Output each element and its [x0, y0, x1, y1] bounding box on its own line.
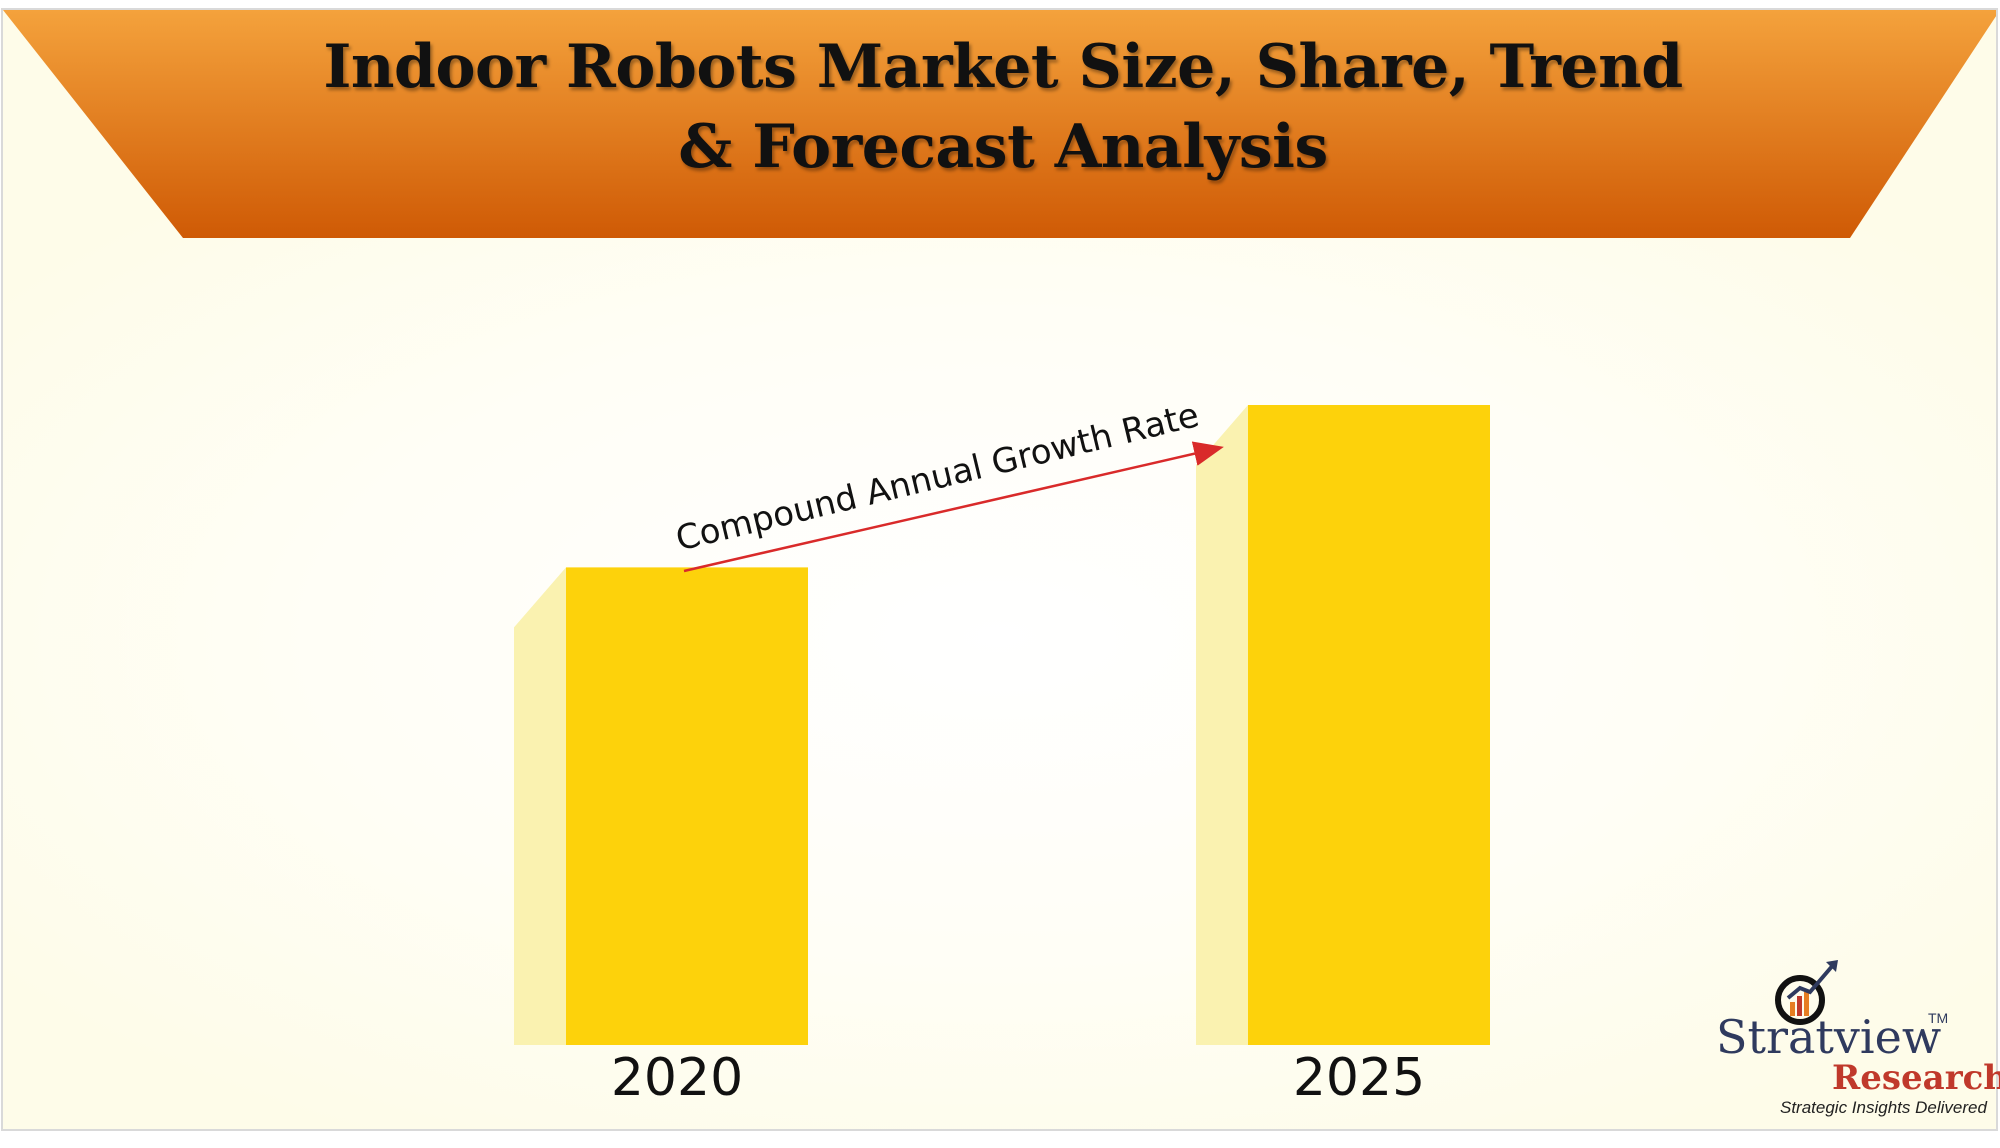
- title-banner: [3, 10, 1996, 238]
- slide: Indoor Robots Market Size, Share, Trend …: [1, 8, 1998, 1131]
- bars-group: [514, 405, 1490, 1045]
- page-title-line-2: & Forecast Analysis: [678, 112, 1328, 182]
- bar-side-2025: [1196, 405, 1248, 1045]
- bar-2020: [566, 567, 808, 1045]
- x-axis-ticks: 2020 2025: [611, 1048, 1425, 1108]
- bar-side-2020: [514, 567, 566, 1045]
- logo-sub: Research: [1832, 1058, 2000, 1098]
- x-tick-label-2020: 2020: [611, 1048, 743, 1108]
- page-title-line-1: Indoor Robots Market Size, Share, Trend: [323, 32, 1683, 102]
- logo-trademark: TM: [1928, 1010, 1949, 1026]
- cagr-label: Compound Annual Growth Rate: [672, 395, 1203, 559]
- logo-tagline: Strategic Insights Delivered: [1780, 1098, 1987, 1117]
- x-tick-label-2025: 2025: [1293, 1048, 1425, 1108]
- cagr-arrow: [683, 441, 1224, 573]
- magnifier-chart-icon: [1775, 960, 1838, 1025]
- bar-2025: [1248, 405, 1490, 1045]
- logo-wordmark: Stratview: [1716, 1010, 1942, 1064]
- stratview-logo: Stratview TM Research Strategic Insights…: [1700, 958, 2000, 1128]
